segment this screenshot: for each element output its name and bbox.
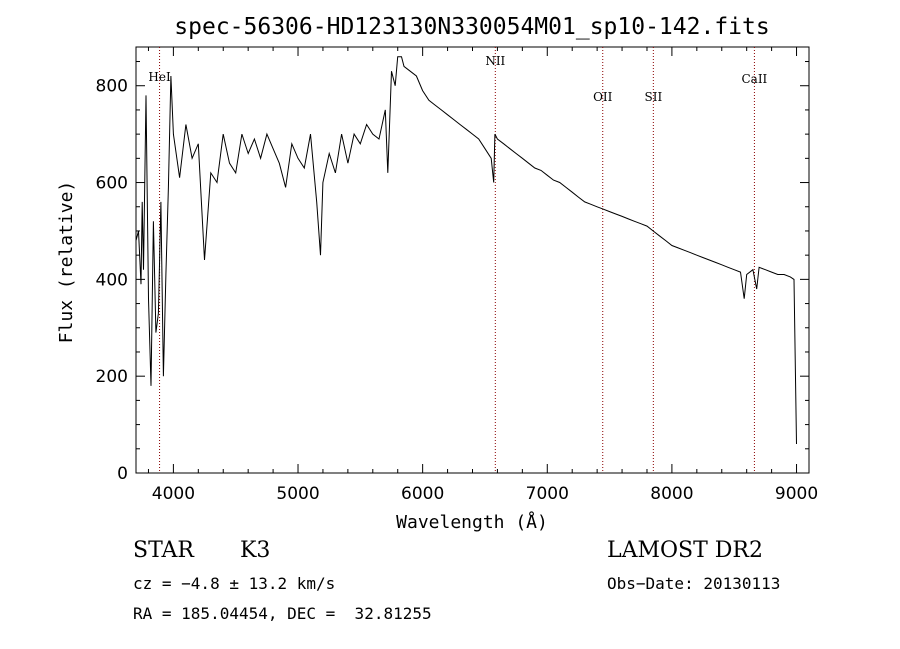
redshift-velocity: cz = −4.8 ± 13.2 km/s [133, 574, 336, 593]
y-tick-label: 200 [96, 367, 128, 387]
y-tick-label: 800 [96, 77, 128, 97]
x-axis: 4000 5000 6000 7000 8000 9000 [147, 47, 818, 504]
x-tick-label: 8000 [650, 484, 693, 504]
observation-date: Obs−Date: 20130113 [607, 574, 781, 593]
y-tick-label: 400 [96, 270, 128, 290]
y-axis: 0 200 400 600 800 [96, 61, 809, 484]
line-label-oii: OII [593, 90, 613, 104]
line-label-caii: CaII [741, 72, 767, 86]
y-tick-label: 0 [117, 464, 128, 484]
y-tick-label: 600 [96, 174, 128, 194]
x-tick-label: 5000 [276, 484, 319, 504]
x-tick-label: 6000 [401, 484, 444, 504]
line-label-hei: HeI [148, 70, 171, 84]
chart-title: spec-56306-HD123130N330054M01_sp10-142.f… [174, 14, 769, 40]
object-class: STAR [133, 538, 194, 563]
x-axis-label: Wavelength (Å) [396, 511, 548, 533]
line-label-sii: SII [644, 90, 662, 104]
line-markers: HeI NII OII SII CaII [148, 47, 768, 473]
y-axis-label: Flux (relative) [56, 181, 77, 344]
survey-name: LAMOST DR2 [607, 538, 763, 563]
line-label-nii: NII [485, 54, 505, 68]
x-tick-label: 7000 [526, 484, 569, 504]
spectrum-line [135, 56, 797, 445]
x-tick-label: 9000 [775, 484, 818, 504]
coordinates: RA = 185.04454, DEC = 32.81255 [133, 604, 432, 623]
object-subclass: K3 [240, 538, 271, 563]
x-tick-label: 4000 [152, 484, 195, 504]
spectrum-chart: spec-56306-HD123130N330054M01_sp10-142.f… [56, 14, 818, 533]
